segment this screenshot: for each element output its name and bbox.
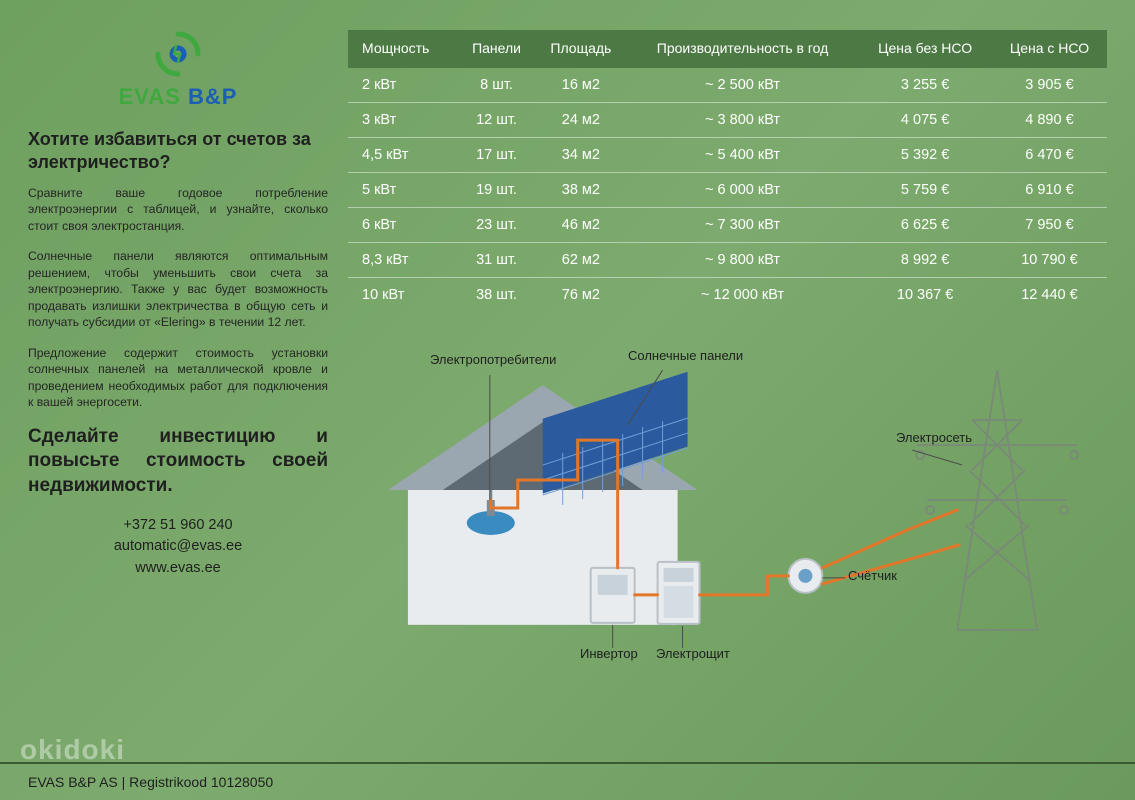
table-header: Панели — [458, 30, 535, 68]
table-cell: 23 шт. — [458, 207, 535, 242]
paragraph-2: Солнечные панели являются оптимальным ре… — [28, 248, 328, 330]
table-cell: 5 759 € — [858, 172, 992, 207]
footer: EVAS B&P AS | Registrikood 10128050 — [0, 762, 1135, 800]
table-row: 2 кВт8 шт.16 м2~ 2 500 кВт3 255 €3 905 € — [348, 68, 1107, 103]
pricing-table: МощностьПанелиПлощадьПроизводительность … — [348, 30, 1107, 312]
label-panels: Солнечные панели — [628, 348, 743, 363]
table-cell: 12 440 € — [992, 277, 1107, 312]
table-cell: 12 шт. — [458, 102, 535, 137]
label-grid: Электросеть — [896, 430, 972, 445]
table-cell: 3 кВт — [348, 102, 458, 137]
logo-bp: B&P — [188, 84, 237, 109]
table-cell: 16 м2 — [535, 68, 627, 103]
table-cell: 3 905 € — [992, 68, 1107, 103]
table-cell: 4 075 € — [858, 102, 992, 137]
table-header: Площадь — [535, 30, 627, 68]
table-cell: 6 625 € — [858, 207, 992, 242]
headline: Хотите избавиться от счетов за электриче… — [28, 128, 328, 173]
table-cell: 6 910 € — [992, 172, 1107, 207]
table-cell: 8 шт. — [458, 68, 535, 103]
contact-web: www.evas.ee — [28, 558, 328, 580]
table-cell: 24 м2 — [535, 102, 627, 137]
table-cell: 10 кВт — [348, 277, 458, 312]
table-row: 6 кВт23 шт.46 м2~ 7 300 кВт6 625 €7 950 … — [348, 207, 1107, 242]
table-header: Цена с НСО — [992, 30, 1107, 68]
contact-phone: +372 51 960 240 — [28, 515, 328, 537]
table-header: Мощность — [348, 30, 458, 68]
logo-icon — [154, 30, 202, 78]
table-cell: ~ 6 000 кВт — [627, 172, 858, 207]
label-switchboard: Электрощит — [656, 646, 730, 661]
table-row: 10 кВт38 шт.76 м2~ 12 000 кВт10 367 €12 … — [348, 277, 1107, 312]
table-cell: ~ 12 000 кВт — [627, 277, 858, 312]
table-cell: 10 790 € — [992, 242, 1107, 277]
contact-email: automatic@evas.ee — [28, 536, 328, 558]
table-cell: 5 392 € — [858, 137, 992, 172]
table-cell: 6 кВт — [348, 207, 458, 242]
paragraph-1: Сравните ваше годовое потребление электр… — [28, 185, 328, 234]
table-cell: 62 м2 — [535, 242, 627, 277]
logo: EVAS B&P — [28, 30, 328, 110]
table-cell: 38 м2 — [535, 172, 627, 207]
table-cell: ~ 2 500 кВт — [627, 68, 858, 103]
table-cell: 5 кВт — [348, 172, 458, 207]
cta-text: Сделайте инвестицию и повысьте стоимость… — [28, 425, 328, 499]
table-row: 8,3 кВт31 шт.62 м2~ 9 800 кВт8 992 €10 7… — [348, 242, 1107, 277]
table-cell: 19 шт. — [458, 172, 535, 207]
table-row: 5 кВт19 шт.38 м2~ 6 000 кВт5 759 €6 910 … — [348, 172, 1107, 207]
table-cell: 46 м2 — [535, 207, 627, 242]
table-cell: 2 кВт — [348, 68, 458, 103]
label-inverter: Инвертор — [580, 646, 638, 661]
label-consumers: Электропотребители — [430, 352, 556, 367]
table-cell: ~ 7 300 кВт — [627, 207, 858, 242]
table-cell: ~ 5 400 кВт — [627, 137, 858, 172]
table-cell: ~ 9 800 кВт — [627, 242, 858, 277]
logo-text: EVAS B&P — [28, 84, 328, 110]
paragraph-3: Предложение содержит стоимость установки… — [28, 345, 328, 411]
table-cell: 7 950 € — [992, 207, 1107, 242]
table-cell: 31 шт. — [458, 242, 535, 277]
table-cell: ~ 3 800 кВт — [627, 102, 858, 137]
table-row: 4,5 кВт17 шт.34 м2~ 5 400 кВт5 392 €6 47… — [348, 137, 1107, 172]
table-cell: 3 255 € — [858, 68, 992, 103]
table-cell: 4 890 € — [992, 102, 1107, 137]
table-cell: 38 шт. — [458, 277, 535, 312]
table-cell: 8,3 кВт — [348, 242, 458, 277]
contact-block: +372 51 960 240 automatic@evas.ee www.ev… — [28, 515, 328, 580]
table-header: Цена без НСО — [858, 30, 992, 68]
table-cell: 6 470 € — [992, 137, 1107, 172]
table-cell: 4,5 кВт — [348, 137, 458, 172]
table-header: Производительность в год — [627, 30, 858, 68]
table-cell: 76 м2 — [535, 277, 627, 312]
system-diagram: Электропотребители Солнечные панели Элек… — [348, 330, 1107, 660]
logo-evas: EVAS — [119, 84, 181, 109]
table-cell: 17 шт. — [458, 137, 535, 172]
table-cell: 8 992 € — [858, 242, 992, 277]
table-cell: 10 367 € — [858, 277, 992, 312]
table-row: 3 кВт12 шт.24 м2~ 3 800 кВт4 075 €4 890 … — [348, 102, 1107, 137]
table-cell: 34 м2 — [535, 137, 627, 172]
label-meter: Счётчик — [848, 568, 897, 583]
